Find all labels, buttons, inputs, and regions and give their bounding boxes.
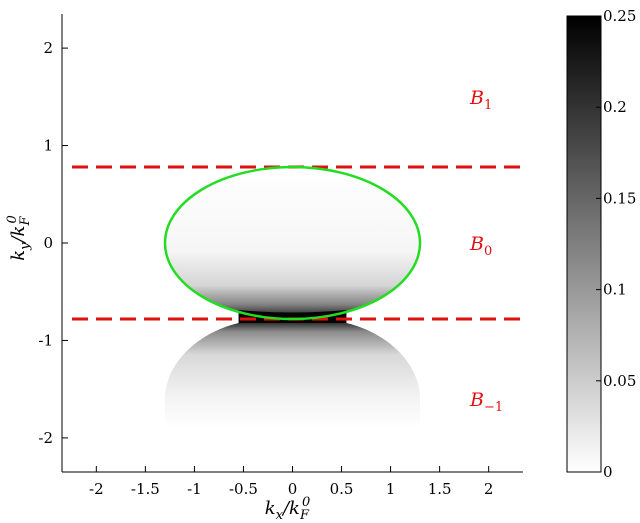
band-label-2: B−1 — [469, 389, 503, 415]
band-labels: B1 B0 B−1 — [469, 87, 503, 415]
y-tick-label: 1 — [43, 137, 53, 155]
x-tick-label: -2 — [89, 480, 104, 498]
x-tick-label: 0 — [288, 480, 298, 498]
colorbar-tick-label: 0 — [603, 463, 613, 481]
y-tick-label: -2 — [38, 429, 53, 447]
colorbar-tick-label: 0.2 — [603, 98, 627, 116]
x-tick-label: 1.5 — [428, 480, 452, 498]
band-label-1: B0 — [469, 233, 492, 259]
colorbar-tick-label: 0.05 — [603, 372, 636, 390]
y-axis-label: ky/kF0 — [5, 215, 33, 261]
lower-lobe — [165, 323, 420, 428]
colorbar-tick-label: 0.15 — [603, 189, 636, 207]
y-tick-label: -1 — [38, 331, 53, 349]
x-tick-label: 0.5 — [330, 480, 354, 498]
x-tick-label: -0.5 — [229, 480, 258, 498]
band-label-0: B1 — [469, 87, 492, 113]
colorbar-tick-label: 0.25 — [603, 7, 636, 25]
x-tick-label: 2 — [484, 480, 494, 498]
x-tick-label: -1.5 — [131, 480, 160, 498]
x-axis-label: kx/kF0 — [265, 495, 311, 523]
colorbar: 0.25 0.2 0.15 0.1 0.05 0 — [567, 7, 636, 481]
x-tick-label: 1 — [386, 480, 396, 498]
colorbar-gradient — [567, 16, 601, 472]
y-tick-label: 0 — [43, 234, 53, 252]
x-tick-label: -1 — [187, 480, 202, 498]
y-tick-label: 2 — [43, 39, 53, 57]
colorbar-tick-label: 0.1 — [603, 281, 627, 299]
